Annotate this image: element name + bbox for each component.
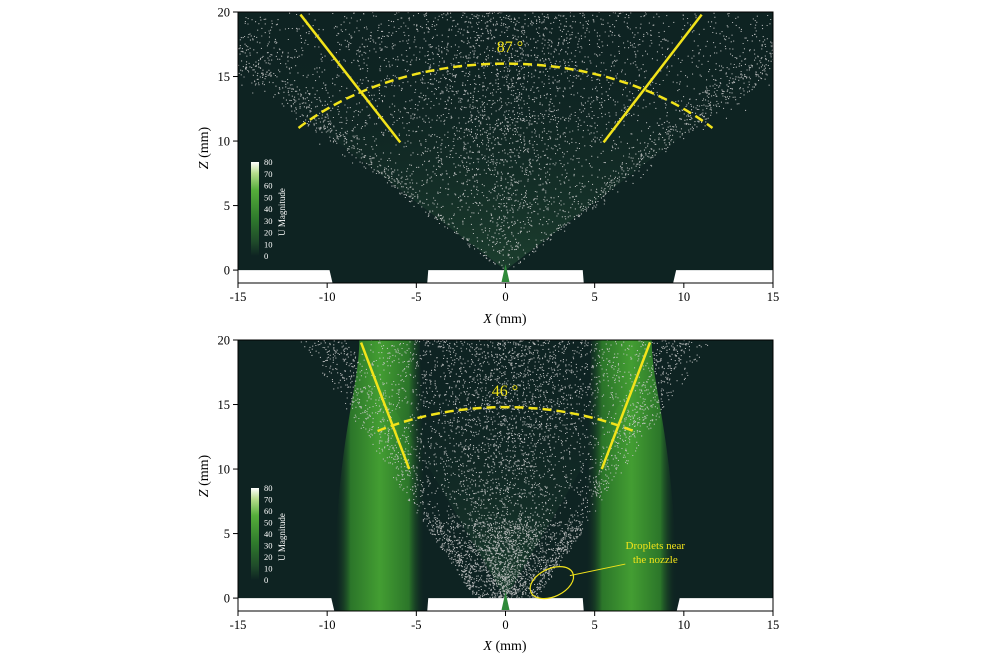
spray-plume bbox=[238, 12, 773, 271]
x-tick-label: -10 bbox=[319, 618, 336, 632]
colorbar-tick-label: 50 bbox=[264, 518, 273, 528]
x-tick-label: -15 bbox=[230, 290, 247, 304]
x-tick-label: 0 bbox=[502, 290, 508, 304]
x-tick-label: 10 bbox=[678, 290, 691, 304]
droplets bbox=[300, 340, 709, 599]
annotation-line-1: Droplets near bbox=[626, 540, 686, 552]
annotation-ellipse bbox=[529, 566, 575, 600]
spray-angle-lines bbox=[297, 13, 714, 144]
colorbar-tick-label: 40 bbox=[264, 529, 273, 539]
x-axis-title: X (mm) bbox=[482, 639, 527, 654]
axes: -15 -10 -5 0 5 10 15 0 5 10 15 20 bbox=[218, 334, 780, 633]
panel-bottom: 46 ° Droplets near the nozzle 0102030405… bbox=[197, 334, 780, 655]
colorbar-tick-label: 30 bbox=[264, 216, 273, 226]
colorbar-tick-label: 60 bbox=[264, 181, 273, 191]
nozzle-marker bbox=[501, 264, 510, 282]
y-tick-label: 5 bbox=[224, 527, 230, 541]
nozzle-wall bbox=[238, 592, 773, 611]
x-tick-label: 10 bbox=[678, 618, 691, 632]
colorbar-tick-label: 10 bbox=[264, 239, 273, 249]
y-axis-title: Z (mm) bbox=[197, 454, 212, 497]
spray-edge-line bbox=[299, 13, 402, 144]
colorbar-tick-label: 70 bbox=[264, 169, 273, 179]
droplet-spray bbox=[300, 340, 709, 599]
spray-edge-line bbox=[602, 13, 703, 144]
colorbar-tick-label: 20 bbox=[264, 228, 273, 238]
y-tick-label: 10 bbox=[218, 463, 231, 477]
spray-angle-arc bbox=[297, 62, 714, 129]
spray-angle-label: 46 ° bbox=[492, 383, 518, 400]
colorbar-title: U Magnitude bbox=[277, 188, 287, 236]
y-tick-label: 0 bbox=[224, 264, 230, 278]
colorbar-tick-label: 0 bbox=[264, 251, 268, 261]
annotation-line-2: the nozzle bbox=[633, 554, 678, 566]
x-tick-label: -5 bbox=[411, 290, 421, 304]
colorbar-tick-label: 70 bbox=[264, 495, 273, 505]
wall-segment bbox=[673, 270, 773, 283]
y-tick-label: 5 bbox=[224, 199, 230, 213]
y-tick-label: 0 bbox=[224, 592, 230, 606]
y-axis-title: Z (mm) bbox=[197, 126, 212, 169]
colorbar-tick-label: 40 bbox=[264, 204, 273, 214]
axes: -15 -10 -5 0 5 10 15 0 5 10 15 20 bbox=[218, 6, 780, 305]
droplets bbox=[238, 12, 773, 269]
x-axis-title: X (mm) bbox=[482, 312, 527, 327]
x-tick-label: 5 bbox=[592, 618, 598, 632]
spray-angle-label: 87 ° bbox=[497, 39, 523, 56]
colorbar-tick-label: 80 bbox=[264, 483, 273, 493]
nozzle-wall bbox=[238, 264, 773, 283]
x-tick-label: 5 bbox=[592, 290, 598, 304]
colorbar-tick-label: 80 bbox=[264, 157, 273, 167]
droplet-spray bbox=[238, 12, 773, 271]
x-tick-label: 15 bbox=[767, 290, 780, 304]
spray-edge-line bbox=[359, 342, 411, 470]
colorbar-tick-label: 10 bbox=[264, 564, 273, 574]
nozzle-marker bbox=[501, 592, 510, 610]
annotation-leader bbox=[569, 563, 626, 577]
colorbar-tick-label: 20 bbox=[264, 552, 273, 562]
colorbar-scale bbox=[251, 162, 259, 256]
colorbar-tick-label: 0 bbox=[264, 575, 268, 585]
colorbar-scale bbox=[251, 488, 259, 580]
wall-segment bbox=[238, 270, 333, 283]
annotation: Droplets near the nozzle bbox=[529, 540, 686, 600]
y-tick-label: 20 bbox=[218, 334, 231, 348]
wall-segment bbox=[238, 598, 335, 611]
colorbar-tick-label: 60 bbox=[264, 506, 273, 516]
spray-angle-lines bbox=[359, 342, 652, 470]
x-tick-label: 0 bbox=[502, 618, 508, 632]
colorbar-tick-label: 30 bbox=[264, 541, 273, 551]
wall-segment bbox=[676, 598, 773, 611]
y-tick-label: 15 bbox=[218, 398, 231, 412]
spray-angle-arc bbox=[377, 405, 634, 433]
y-tick-label: 20 bbox=[218, 6, 231, 20]
x-tick-label: -5 bbox=[411, 618, 421, 632]
y-tick-label: 10 bbox=[218, 135, 231, 149]
y-tick-label: 15 bbox=[218, 70, 231, 84]
spray-edge-line bbox=[600, 342, 652, 470]
x-tick-label: 15 bbox=[767, 618, 780, 632]
colorbar-tick-label: 50 bbox=[264, 192, 273, 202]
x-tick-label: -10 bbox=[319, 290, 336, 304]
colorbar-title: U Magnitude bbox=[277, 513, 287, 561]
x-tick-label: -15 bbox=[230, 618, 247, 632]
